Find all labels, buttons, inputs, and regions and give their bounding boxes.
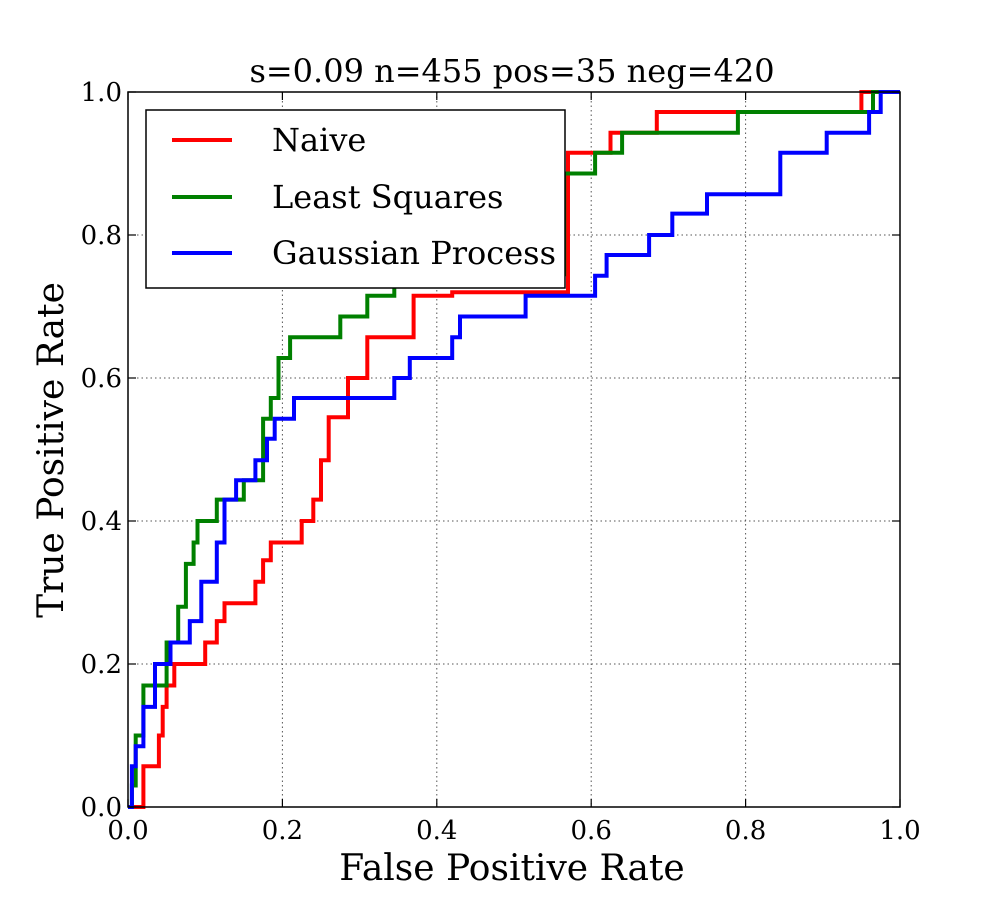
x-axis-label: False Positive Rate	[339, 848, 684, 889]
y-tick-label: 0.4	[81, 507, 122, 537]
y-tick-label: 0.6	[81, 364, 122, 394]
legend-label-naive: Naive	[272, 121, 366, 159]
series-line-gaussian-process	[128, 90, 900, 809]
legend-label-least-squares: Least Squares	[272, 178, 503, 216]
y-tick-label: 1.0	[81, 78, 122, 108]
chart-title: s=0.09 n=455 pos=35 neg=420	[249, 52, 774, 90]
series-layer	[128, 90, 900, 809]
x-tick-label: 0.2	[262, 816, 303, 846]
x-tick-label: 0.0	[107, 816, 148, 846]
y-tick-label: 0.2	[81, 650, 122, 680]
legend-label-gaussian-process: Gaussian Process	[272, 234, 556, 272]
y-axis-label: True Positive Rate	[31, 282, 72, 618]
series-line-least-squares	[128, 90, 900, 809]
x-tick-label: 0.6	[571, 816, 612, 846]
y-tick-label: 0.8	[81, 221, 122, 251]
x-tick-label: 0.4	[416, 816, 457, 846]
ticks	[127, 91, 901, 808]
x-tick-label: 1.0	[879, 816, 920, 846]
x-tick-label: 0.8	[725, 816, 766, 846]
y-tick-label: 0.0	[81, 793, 122, 823]
legend: Naive Least Squares Gaussian Process	[145, 109, 566, 289]
plot-frame	[127, 91, 901, 808]
tick-labels: 0.0 0.2 0.4 0.6 0.8 1.0 0.0 0.2 0.4 0.6 0.8 1.0	[81, 78, 921, 846]
